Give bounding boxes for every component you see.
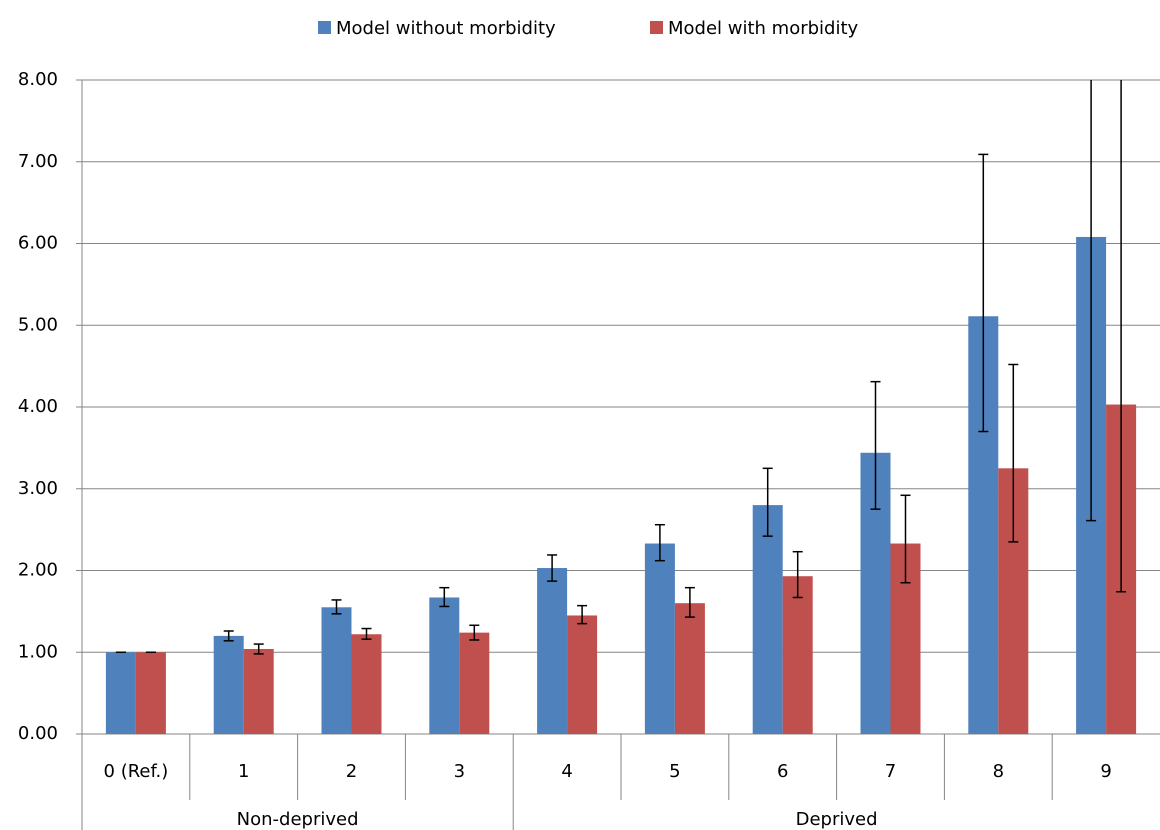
y-tick-label: 6.00 [18,233,58,254]
group-label: Non-deprived [237,809,359,830]
y-tick-label: 4.00 [18,396,58,417]
bar [674,603,705,734]
x-tick-label: 0 (Ref.) [104,761,169,782]
y-tick-label: 0.00 [18,723,58,744]
x-tick-label: 6 [777,761,788,782]
bar [429,597,460,734]
bar [752,505,783,734]
bar [243,648,274,734]
x-tick-label: 8 [993,761,1004,782]
y-tick-label: 7.00 [18,151,58,172]
bar [351,634,382,734]
legend-swatch [650,21,663,34]
bar [537,568,568,734]
x-tick-label: 2 [346,761,357,782]
legend-swatch [318,21,331,34]
bar [782,576,813,734]
x-tick-label: 9 [1100,761,1111,782]
y-tick-label: 8.00 [18,69,58,90]
bar [644,543,675,734]
x-tick-label: 5 [669,761,680,782]
x-tick-label: 7 [885,761,896,782]
y-tick-label: 3.00 [18,478,58,499]
plot-area [105,80,1137,734]
y-tick-label: 5.00 [18,314,58,335]
legend-label: Model without morbidity [336,18,556,39]
y-tick-label: 1.00 [18,641,58,662]
bar [567,615,598,734]
bar [135,652,166,734]
bar [459,632,490,734]
y-tick-label: 2.00 [18,560,58,581]
bar [105,652,136,734]
legend-label: Model with morbidity [668,18,859,39]
x-tick-label: 1 [238,761,249,782]
x-tick-label: 3 [454,761,465,782]
bar [321,607,352,734]
bar [213,635,244,734]
x-tick-label: 4 [561,761,572,782]
group-label: Deprived [796,809,878,830]
